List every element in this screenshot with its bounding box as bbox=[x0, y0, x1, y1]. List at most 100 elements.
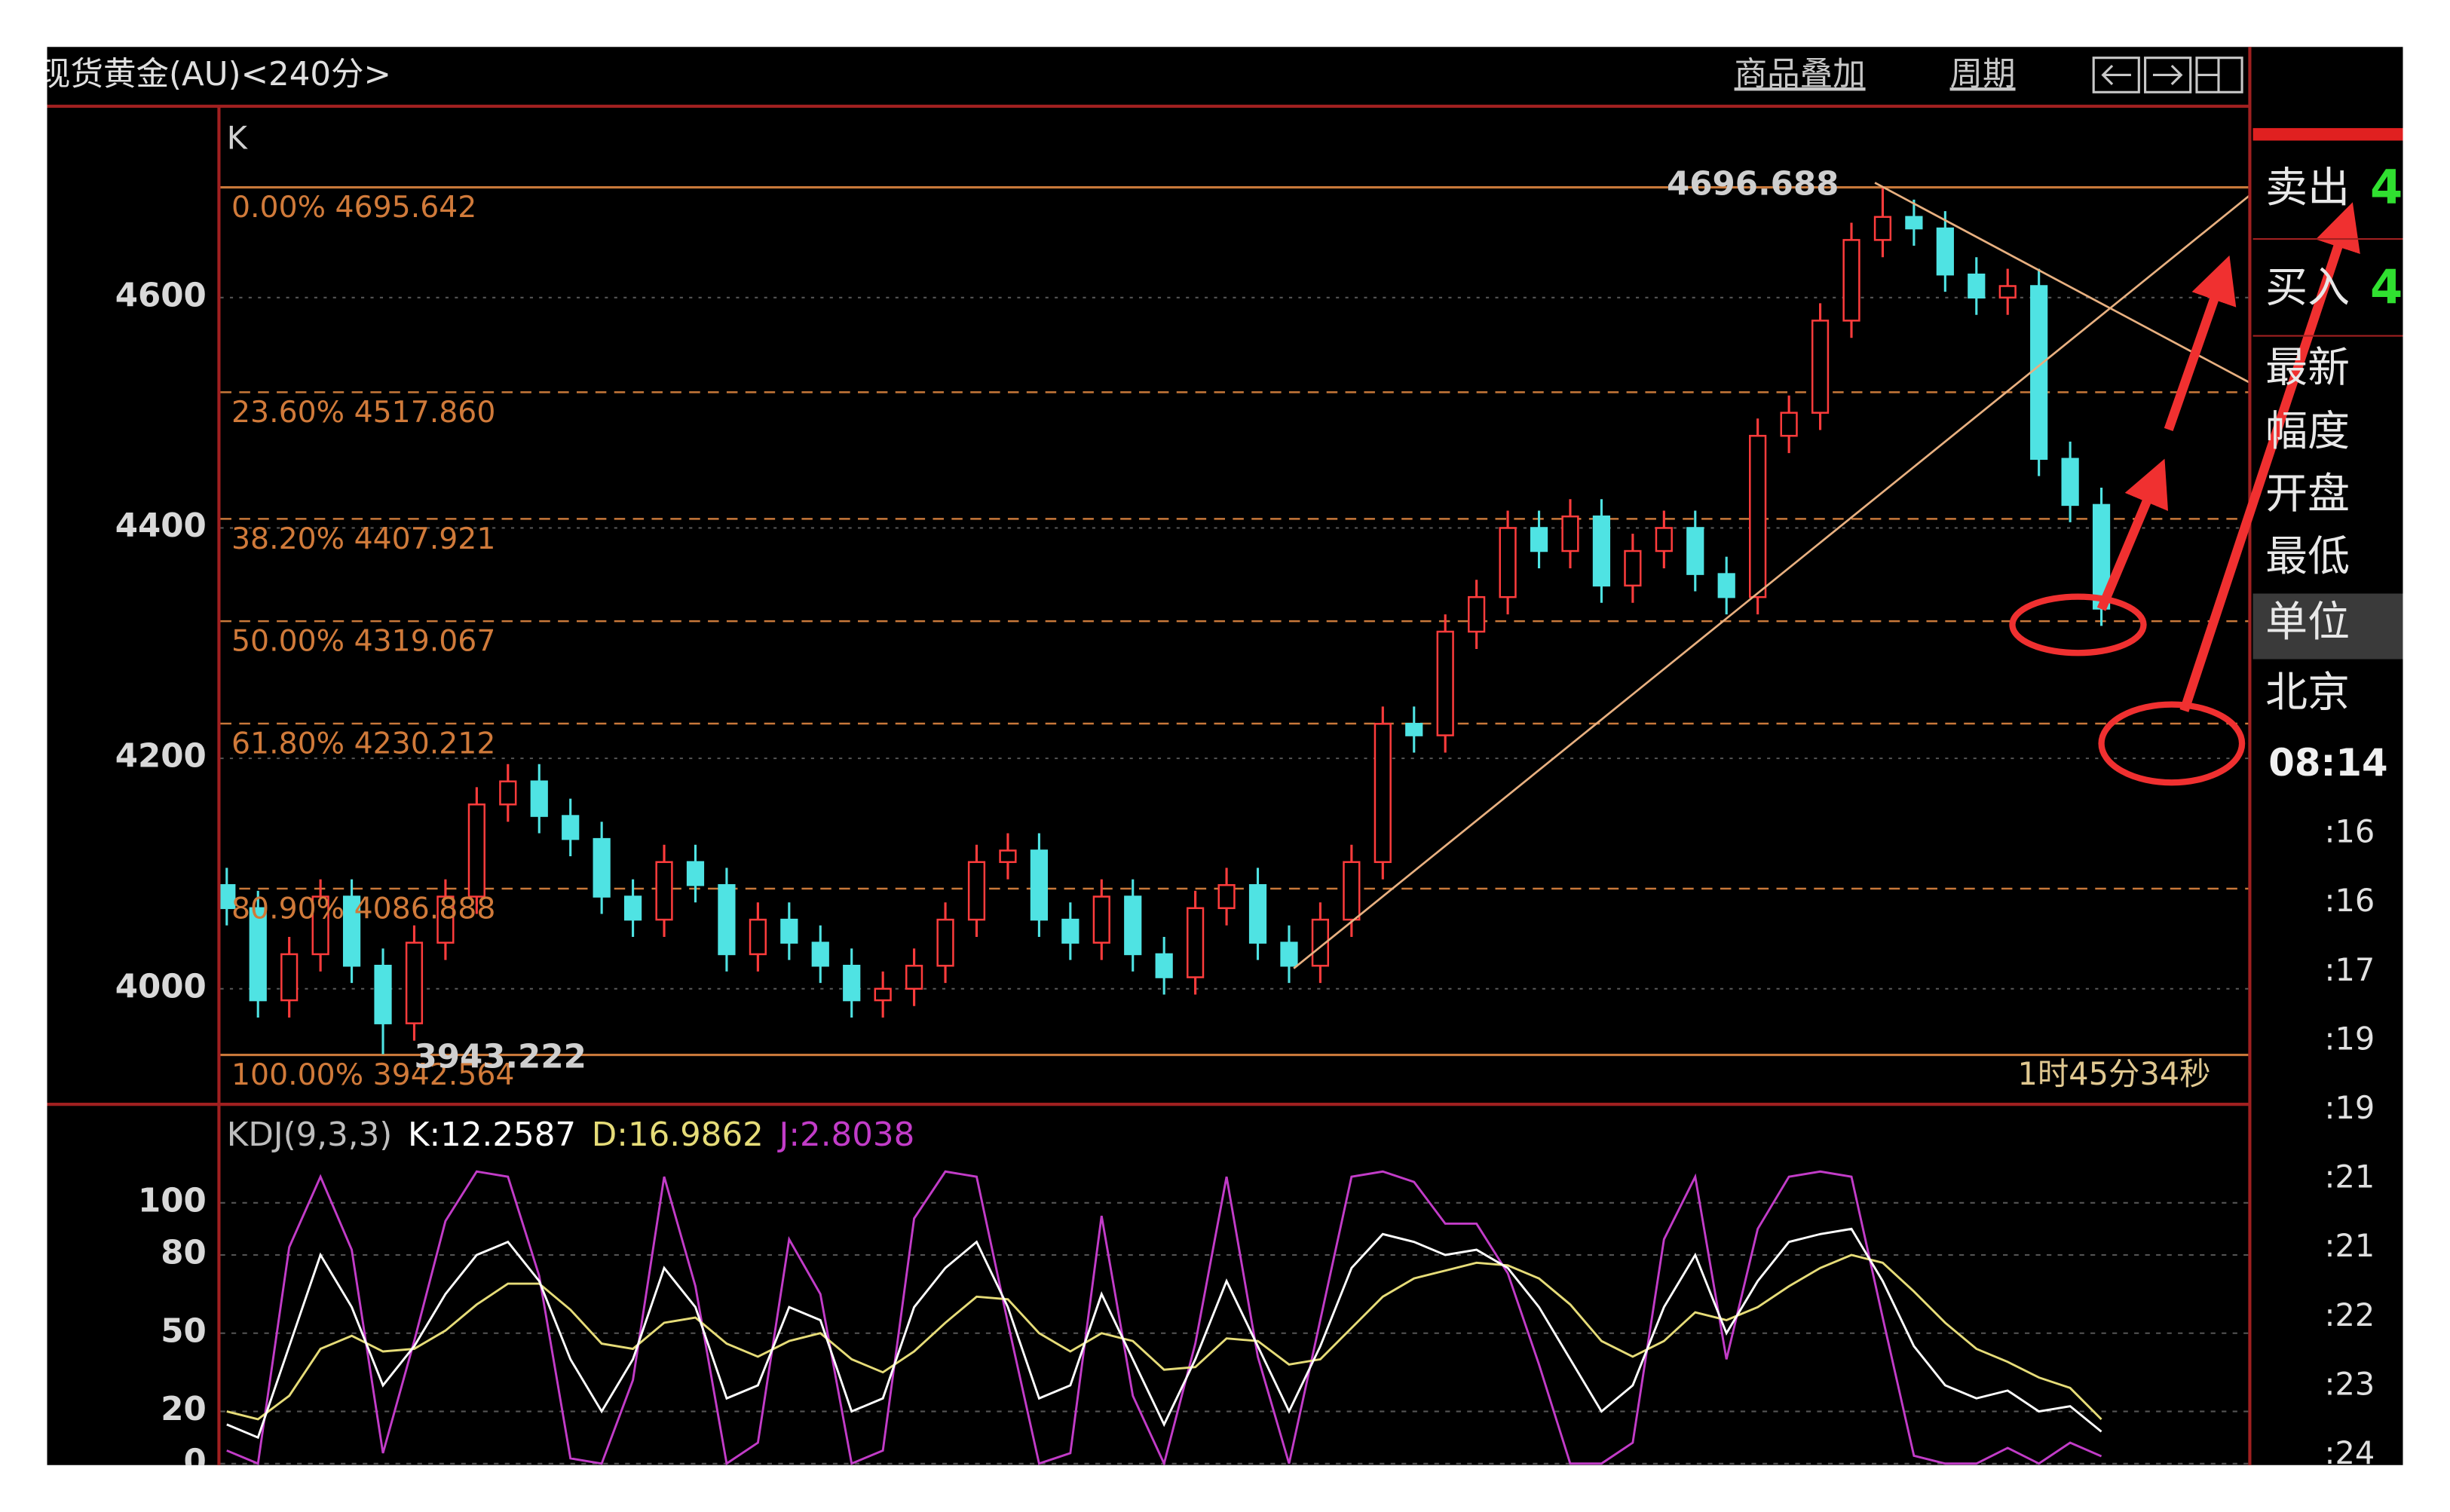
y-tick-label: 4000 bbox=[115, 968, 207, 1005]
candle-body bbox=[1124, 895, 1142, 956]
fib-label: 50.00% 4319.067 bbox=[231, 624, 495, 659]
arrow bbox=[2179, 202, 2360, 712]
candle-body bbox=[843, 965, 861, 1002]
quote-label: 买入 bbox=[2265, 264, 2350, 313]
candle-body bbox=[1561, 515, 1579, 552]
tick-time: :16 bbox=[2325, 814, 2375, 850]
candle-body bbox=[1436, 630, 1454, 736]
candle-body bbox=[1155, 953, 1173, 978]
candle-body bbox=[499, 780, 517, 806]
quote-label: 最新 bbox=[2265, 343, 2350, 392]
fib-label: 100.00% 3942.564 bbox=[231, 1057, 514, 1092]
candle-body bbox=[874, 987, 892, 1002]
arrow bbox=[2164, 255, 2237, 431]
tick-time: :22 bbox=[2325, 1297, 2375, 1333]
tick-time: :17 bbox=[2325, 952, 2375, 988]
menu-period[interactable]: 周期 bbox=[1950, 56, 2016, 93]
fib-label: 61.80% 4230.212 bbox=[231, 726, 495, 761]
legend-entry: K:12.2587 bbox=[408, 1116, 576, 1154]
candle-body bbox=[655, 861, 673, 921]
fib-label: 0.00% 4695.642 bbox=[231, 190, 476, 225]
nav-buttons[interactable] bbox=[2092, 57, 2243, 93]
candle-body bbox=[749, 918, 767, 956]
candle-body bbox=[374, 965, 392, 1024]
tick-time: :21 bbox=[2325, 1228, 2375, 1264]
quote-value: 4 bbox=[2370, 160, 2403, 215]
tick-time: :24 bbox=[2325, 1435, 2375, 1471]
candle-body bbox=[1749, 434, 1767, 598]
quote-label: 卖出 bbox=[2265, 164, 2350, 213]
y-tick-label: 4400 bbox=[115, 507, 207, 545]
background bbox=[47, 47, 2403, 1465]
candle-body bbox=[220, 884, 236, 910]
price-pane: K 4000 4200 4400 4600 0.00% 4695.642 23.60% 45… bbox=[115, 121, 2249, 1092]
candle-body bbox=[1686, 527, 1704, 575]
drawings bbox=[1293, 182, 2249, 969]
menu-overlay[interactable]: 商品叠加 bbox=[1735, 56, 1866, 93]
candle-body bbox=[1968, 273, 1986, 299]
indicator-line bbox=[226, 1170, 2102, 1465]
quote-value: 4 bbox=[2370, 260, 2403, 315]
candle-body bbox=[1092, 895, 1110, 944]
tick-time: :23 bbox=[2325, 1366, 2375, 1402]
window: 现货黄金(AU)<240分> 商品叠加 周期 K 4000 4200 4400 4600… bbox=[38, 47, 2403, 1480]
candle-body bbox=[1468, 595, 1486, 633]
legend-entry: D:16.9862 bbox=[592, 1116, 764, 1154]
candle-body bbox=[2030, 285, 2048, 461]
y-tick-label: 100 bbox=[138, 1182, 207, 1220]
candle-body bbox=[623, 895, 642, 921]
candle-body bbox=[967, 861, 986, 921]
tick-time: :19 bbox=[2325, 1090, 2375, 1126]
candle-body bbox=[999, 849, 1017, 863]
candle-body bbox=[1998, 285, 2017, 299]
candle-body bbox=[1374, 723, 1392, 863]
candle-body bbox=[780, 918, 798, 944]
candle-body bbox=[1499, 527, 1517, 598]
clock: 08:14 bbox=[2268, 741, 2387, 785]
low-label: 3943.222 bbox=[414, 1038, 586, 1076]
fib-label: 38.20% 4407.921 bbox=[231, 522, 495, 556]
indicator-line bbox=[226, 1227, 2102, 1440]
candle-body bbox=[1624, 549, 1642, 587]
window-title: 现货黄金(AU)<240分> bbox=[38, 56, 391, 93]
y-tick-label: 80 bbox=[161, 1234, 207, 1272]
quote-label: 单位 bbox=[2265, 598, 2350, 647]
candle-body bbox=[905, 965, 923, 990]
candle-body bbox=[593, 837, 611, 898]
candle-body bbox=[530, 780, 548, 817]
candle-body bbox=[1717, 573, 1735, 598]
tick-time: :21 bbox=[2325, 1159, 2375, 1195]
circle-mark bbox=[2009, 593, 2147, 657]
candle-body bbox=[1217, 884, 1236, 910]
candle-body bbox=[1280, 941, 1298, 967]
candle-body bbox=[1311, 918, 1330, 967]
plot-area bbox=[220, 1170, 2249, 1465]
y-tick-label: 4600 bbox=[115, 277, 207, 314]
arrow bbox=[2096, 458, 2169, 611]
candle-body bbox=[405, 941, 424, 1024]
candle-body bbox=[1592, 515, 1611, 587]
candle-body bbox=[1811, 320, 1830, 414]
candle-body bbox=[1905, 216, 1923, 230]
candle-body bbox=[280, 953, 299, 1002]
y-tick-label: 4200 bbox=[115, 738, 207, 776]
candle-body bbox=[686, 861, 705, 886]
candle-body bbox=[1343, 861, 1361, 921]
tick-time: :16 bbox=[2325, 883, 2375, 919]
candle-body bbox=[2061, 458, 2079, 507]
candle-body bbox=[342, 895, 361, 967]
candle-body bbox=[311, 895, 329, 956]
candle-body bbox=[1187, 907, 1205, 978]
tick-time: :19 bbox=[2325, 1021, 2375, 1057]
candle-body bbox=[1655, 527, 1673, 552]
trend-line bbox=[1293, 194, 2249, 969]
pane-title: K bbox=[227, 121, 249, 157]
candle-body bbox=[1842, 239, 1860, 322]
y-tick-label: 0 bbox=[184, 1443, 207, 1480]
trend-line bbox=[1874, 182, 2249, 384]
fib-label: 23.60% 4517.860 bbox=[231, 395, 495, 430]
indicator-title: KDJ(9,3,3) bbox=[227, 1116, 392, 1154]
candle-body bbox=[249, 907, 267, 1002]
quote-label: 幅度 bbox=[2265, 407, 2350, 456]
